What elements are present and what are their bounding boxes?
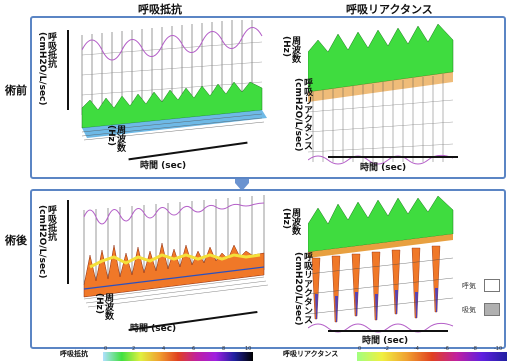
header-resistance: 呼吸抵抗 bbox=[138, 3, 182, 16]
reactance-surface-pre bbox=[308, 22, 458, 170]
resistance-axis-label-pre: 呼吸抵抗 (cmH2O/L/sec) bbox=[37, 32, 56, 106]
resistance-surface-post bbox=[74, 195, 274, 315]
row-label-post: 術後 bbox=[5, 234, 27, 247]
reactance-surface-post bbox=[308, 194, 458, 336]
frequency-label-pre-rea: 周波数 (Hz) bbox=[281, 36, 300, 63]
frequency-label-post-res: 周波数 (Hz) bbox=[94, 293, 113, 320]
colorbar-resistance-ticks: 0 2 4 6 8 10 bbox=[104, 346, 252, 352]
time-label-post-rea: 時間 (sec) bbox=[362, 336, 409, 346]
time-axis-arrow-pre-rea bbox=[328, 156, 458, 158]
header-reactance: 呼吸リアクタンス bbox=[346, 3, 433, 16]
resistance-surface-pre bbox=[72, 20, 272, 150]
legend-expiration-swatch bbox=[484, 279, 500, 292]
time-label-pre-rea: 時間 (sec) bbox=[360, 163, 407, 173]
reactance-axis-label-pre: 呼吸リアクタンス (cmH2O/L/sec) bbox=[293, 78, 312, 152]
legend-expiration-label: 呼気 bbox=[462, 282, 476, 290]
reactance-axis-label-post: 呼吸リアクタンス (cmH2O/L/sec) bbox=[293, 252, 312, 326]
legend-inspiration-swatch bbox=[484, 303, 500, 316]
row-label-pre: 術前 bbox=[5, 84, 27, 97]
colorbar-reactance: 0 -2 -4 -6 -8 -10 bbox=[357, 346, 507, 361]
time-label-post-res: 時間 (sec) bbox=[130, 324, 177, 334]
colorbar-reactance-label: 呼吸リアクタンス bbox=[283, 350, 339, 358]
frequency-label-post-rea: 周波数 (Hz) bbox=[281, 208, 300, 235]
colorbar-reactance-gradient bbox=[357, 352, 507, 361]
resistance-axis-label-post: 呼吸抵抗 (cmH2O/L/sec) bbox=[37, 205, 56, 279]
resistance-axis-arrow-post bbox=[67, 200, 69, 284]
legend-inspiration-label: 吸気 bbox=[462, 306, 476, 314]
legend: 呼気 吸気 bbox=[458, 267, 502, 327]
frequency-label-pre-res: 周波数 (Hz) bbox=[106, 125, 125, 152]
time-axis-arrow-post-rea bbox=[328, 330, 448, 332]
colorbar-reactance-ticks: 0 -2 -4 -6 -8 -10 bbox=[358, 346, 503, 352]
colorbar-resistance-label: 呼吸抵抗 bbox=[60, 350, 88, 358]
colorbar-resistance-gradient bbox=[103, 352, 253, 361]
time-label-pre-res: 時間 (sec) bbox=[140, 161, 187, 171]
resistance-axis-arrow-pre bbox=[67, 30, 69, 110]
colorbar-resistance: 0 2 4 6 8 10 bbox=[103, 346, 253, 361]
down-arrow-icon bbox=[233, 176, 251, 195]
